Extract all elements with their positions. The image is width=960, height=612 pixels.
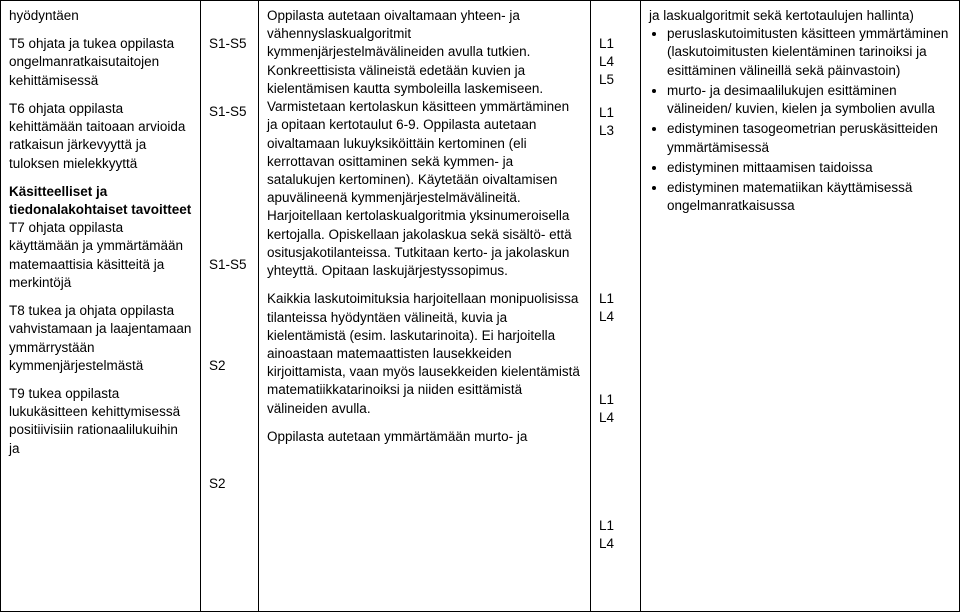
- l-g1b: L4: [599, 53, 632, 71]
- assess-b1: peruslaskutoimitusten käsitteen ymmärtäm…: [667, 25, 951, 80]
- l-g4a: L1: [599, 391, 632, 409]
- l-g5b: L4: [599, 535, 632, 553]
- l-g3a: L1: [599, 290, 632, 308]
- t6: T6 ohjata oppilasta kehittämään taitoaan…: [9, 100, 192, 173]
- content-p4: Oppilasta autetaan ymmärtämään murto- ja: [267, 428, 582, 446]
- l-g4b: L4: [599, 409, 632, 427]
- assess-b2: murto- ja desimaalilukujen esittäminen v…: [667, 82, 951, 118]
- assess-b3: edistyminen tasogeometrian peruskäsittei…: [667, 120, 951, 156]
- scope-t8: S2: [209, 357, 250, 375]
- assess-b5: edistyminen matematiikan käyttämisessä o…: [667, 179, 951, 215]
- l-g3b: L4: [599, 308, 632, 326]
- assess-lead: ja laskualgoritmit sekä kertotaulujen ha…: [649, 7, 951, 25]
- scope-t6: S1-S5: [209, 103, 250, 121]
- t7: T7 ohjata oppilasta käyttämään ja ymmärt…: [9, 219, 192, 292]
- l-g2a: L1: [599, 104, 632, 122]
- scope-t7: S1-S5: [209, 256, 250, 274]
- curriculum-table: hyödyntäen T5 ohjata ja tukea oppilasta …: [0, 0, 960, 612]
- t9: T9 tukea oppilasta lukukäsitteen kehitty…: [9, 385, 192, 458]
- l-g1a: L1: [599, 35, 632, 53]
- scope-t5: S1-S5: [209, 35, 250, 53]
- t5: T5 ohjata ja tukea oppilasta ongelmanrat…: [9, 35, 192, 90]
- l-g2b: L3: [599, 122, 632, 140]
- section-heading: Käsitteelliset ja tiedonalakohtaiset tav…: [9, 183, 192, 219]
- content-p2: Varmistetaan kertolaskun käsitteen ymmär…: [267, 98, 582, 280]
- col-objectives: hyödyntäen T5 ohjata ja tukea oppilasta …: [0, 0, 200, 612]
- content-p3: Kaikkia laskutoimituksia harjoitellaan m…: [267, 290, 582, 418]
- t8: T8 tukea ja ohjata oppilasta vahvistamaa…: [9, 302, 192, 375]
- col-scope: S1-S5 S1-S5 S1-S5 S2 S2: [200, 0, 258, 612]
- l-g1c: L5: [599, 71, 632, 89]
- col-competence: L1 L4 L5 L1 L3 L1 L4 L1 L4 L1 L4: [590, 0, 640, 612]
- content-p1: Oppilasta autetaan oivaltamaan yhteen- j…: [267, 7, 582, 98]
- assess-b4: edistyminen mittaamisen taidoissa: [667, 159, 951, 177]
- col-assessment: ja laskualgoritmit sekä kertotaulujen ha…: [640, 0, 960, 612]
- scope-t9: S2: [209, 475, 250, 493]
- assess-list: peruslaskutoimitusten käsitteen ymmärtäm…: [649, 25, 951, 215]
- col-content: Oppilasta autetaan oivaltamaan yhteen- j…: [258, 0, 590, 612]
- t-prev-fragment: hyödyntäen: [9, 7, 192, 25]
- l-g5a: L1: [599, 517, 632, 535]
